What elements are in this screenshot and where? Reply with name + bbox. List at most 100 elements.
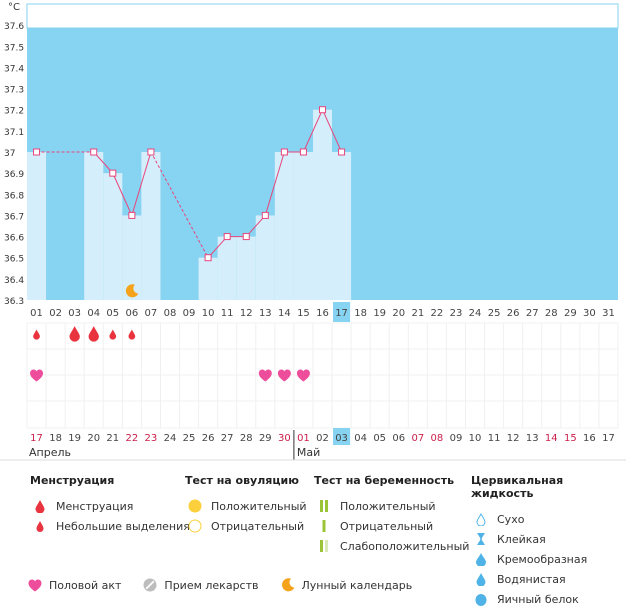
legend-ovulation-test: Тест на овуляцию Положительный Отрицател… — [185, 474, 307, 536]
x-date-label: 29 — [259, 433, 272, 444]
y-tick-label: 36.5 — [4, 255, 24, 265]
x-tick-label: 18 — [354, 308, 367, 319]
y-tick-label: 36.7 — [4, 212, 24, 222]
x-date-label: 08 — [431, 433, 444, 444]
temperature-bar — [332, 152, 352, 300]
legend-item-label: Клейкая — [497, 532, 546, 546]
x-tick-label: 31 — [602, 308, 615, 319]
spotting-drop-icon — [109, 329, 117, 340]
drop-small-icon — [30, 520, 50, 532]
legend-item-label: Лунный календарь — [301, 578, 413, 592]
legend-menstruation: Менструация Менструация Небольшие выделе… — [30, 474, 190, 536]
moon-icon — [281, 578, 295, 592]
legend-item: Сухо — [471, 509, 626, 529]
temperature-bar — [274, 152, 294, 300]
legend-item-label: Яичный белок — [497, 592, 579, 606]
x-date-label: 06 — [392, 433, 405, 444]
x-tick-label: 12 — [240, 308, 253, 319]
x-tick-label: 11 — [221, 308, 234, 319]
legend-item-intercourse: Половой акт — [28, 579, 121, 592]
drop-outline-icon — [471, 512, 491, 526]
x-tick-label: 06 — [125, 308, 138, 319]
drop-creamy-icon — [471, 552, 491, 566]
temperature-point — [338, 148, 346, 156]
y-tick-label: 37.3 — [4, 86, 24, 96]
x-tick-label: 09 — [183, 308, 196, 319]
x-date-label: 28 — [240, 433, 253, 444]
x-tick-label: 15 — [297, 308, 310, 319]
x-date-label: 20 — [87, 433, 100, 444]
temperature-bar — [84, 152, 104, 300]
x-tick-label: 14 — [278, 308, 291, 319]
legend-item: Отрицательный — [314, 516, 469, 536]
one-line-icon — [314, 520, 334, 532]
legend-item: Слабоположительный — [314, 536, 469, 556]
moon-icon — [125, 284, 139, 298]
x-date-label: 18 — [49, 433, 62, 444]
y-tick-label: 37.1 — [4, 128, 24, 138]
x-date-label: 16 — [583, 433, 596, 444]
legend-item: Положительный — [185, 496, 307, 516]
temperature-bar — [27, 152, 47, 300]
menstruation-drop-icon — [88, 326, 99, 342]
x-tick-label: 27 — [526, 308, 539, 319]
heart-icon — [30, 369, 44, 382]
x-tick-label: 03 — [68, 308, 81, 319]
legend-title: Менструация — [30, 474, 115, 487]
legend-pregnancy-test: Тест на беременность Положительный Отриц… — [314, 474, 469, 556]
x-tick-label: 29 — [564, 308, 577, 319]
today-highlight-bottom — [333, 428, 351, 445]
heart-icon — [258, 369, 272, 382]
y-tick-label: 36.9 — [4, 170, 24, 180]
temperature-bar — [217, 236, 237, 300]
x-tick-label: 20 — [392, 308, 405, 319]
x-date-label: 01 — [297, 433, 310, 444]
temperature-point — [242, 233, 250, 241]
legend-item-label: Кремообразная — [497, 552, 588, 566]
temperature-point — [128, 211, 136, 219]
x-date-label: 12 — [507, 433, 520, 444]
x-tick-label: 19 — [373, 308, 386, 319]
y-tick-label: 36.3 — [4, 297, 24, 307]
legend-item: Положительный — [314, 496, 469, 516]
x-date-label: 25 — [183, 433, 196, 444]
x-date-label: 26 — [202, 433, 215, 444]
bbt-chart: °C 36.3 36.4 36.5 36.6 36.7 36.8 36.9 37 37.1 37.2… — [0, 2, 626, 461]
y-tick-label: 36.4 — [4, 276, 24, 286]
pill-icon — [143, 578, 157, 592]
legend-item-label: Небольшие выделения — [56, 519, 190, 533]
x-tick-label: 08 — [164, 308, 177, 319]
temperature-point — [319, 106, 326, 114]
x-tick-label: 24 — [469, 308, 482, 319]
temperature-point — [261, 211, 269, 219]
temperature-point — [33, 148, 41, 156]
legend-title: Тест на беременность — [314, 474, 455, 487]
legend-item-label: Прием лекарств — [164, 578, 259, 592]
temperature-bar — [122, 215, 142, 300]
egg-white-icon — [471, 593, 491, 606]
spotting-drop-icon — [33, 329, 40, 340]
temperature-point — [204, 254, 212, 262]
x-date-label: 22 — [125, 433, 138, 444]
temperature-line-segment — [93, 151, 114, 174]
drop-watery-icon — [471, 572, 491, 586]
x-date-label: 27 — [221, 433, 234, 444]
y-tick-label: 36.8 — [4, 191, 24, 201]
x-tick-label: 10 — [202, 308, 215, 319]
today-highlight-top — [333, 302, 351, 322]
legend-item-label: Половой акт — [49, 578, 122, 592]
y-tick-label: 37.5 — [4, 43, 24, 53]
legend-item: Яичный белок — [471, 589, 626, 609]
temperature-line-segment — [322, 109, 343, 153]
temperature-bar — [255, 215, 275, 300]
legend-title: Цервикальная жидкость — [471, 474, 564, 500]
menstruation-drop-icon — [69, 326, 80, 342]
y-unit-label: °C — [8, 2, 20, 13]
x-date-label: 02 — [316, 433, 329, 444]
legend-item-moon: Лунный календарь — [281, 578, 413, 592]
x-date-label: 13 — [526, 433, 539, 444]
temperature-point — [280, 148, 288, 156]
legend-item-label: Положительный — [211, 499, 307, 513]
x-tick-label: 21 — [411, 308, 424, 319]
temperature-line-segment — [245, 215, 266, 237]
